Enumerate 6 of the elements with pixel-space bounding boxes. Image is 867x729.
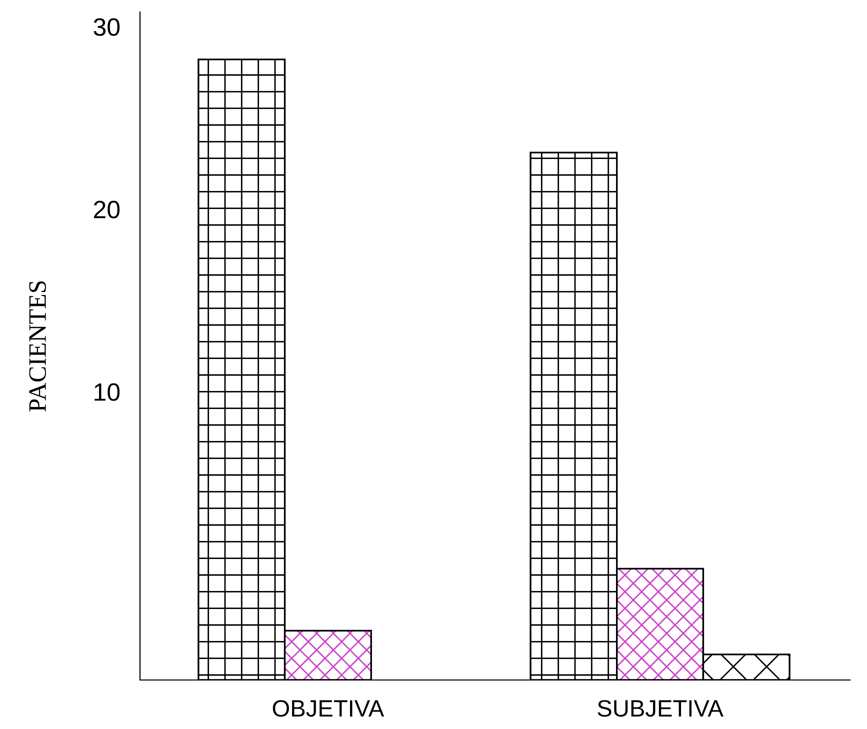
x-tick-label: SUBJETIVA bbox=[598, 700, 724, 717]
y-axis-title: PACIENTES bbox=[29, 281, 46, 412]
x-tick-label: OBJETIVA bbox=[272, 700, 384, 717]
y-tick-label: 10 bbox=[94, 383, 120, 401]
y-tick-label: 30 bbox=[94, 18, 120, 36]
y-tick-label: 20 bbox=[94, 200, 120, 218]
